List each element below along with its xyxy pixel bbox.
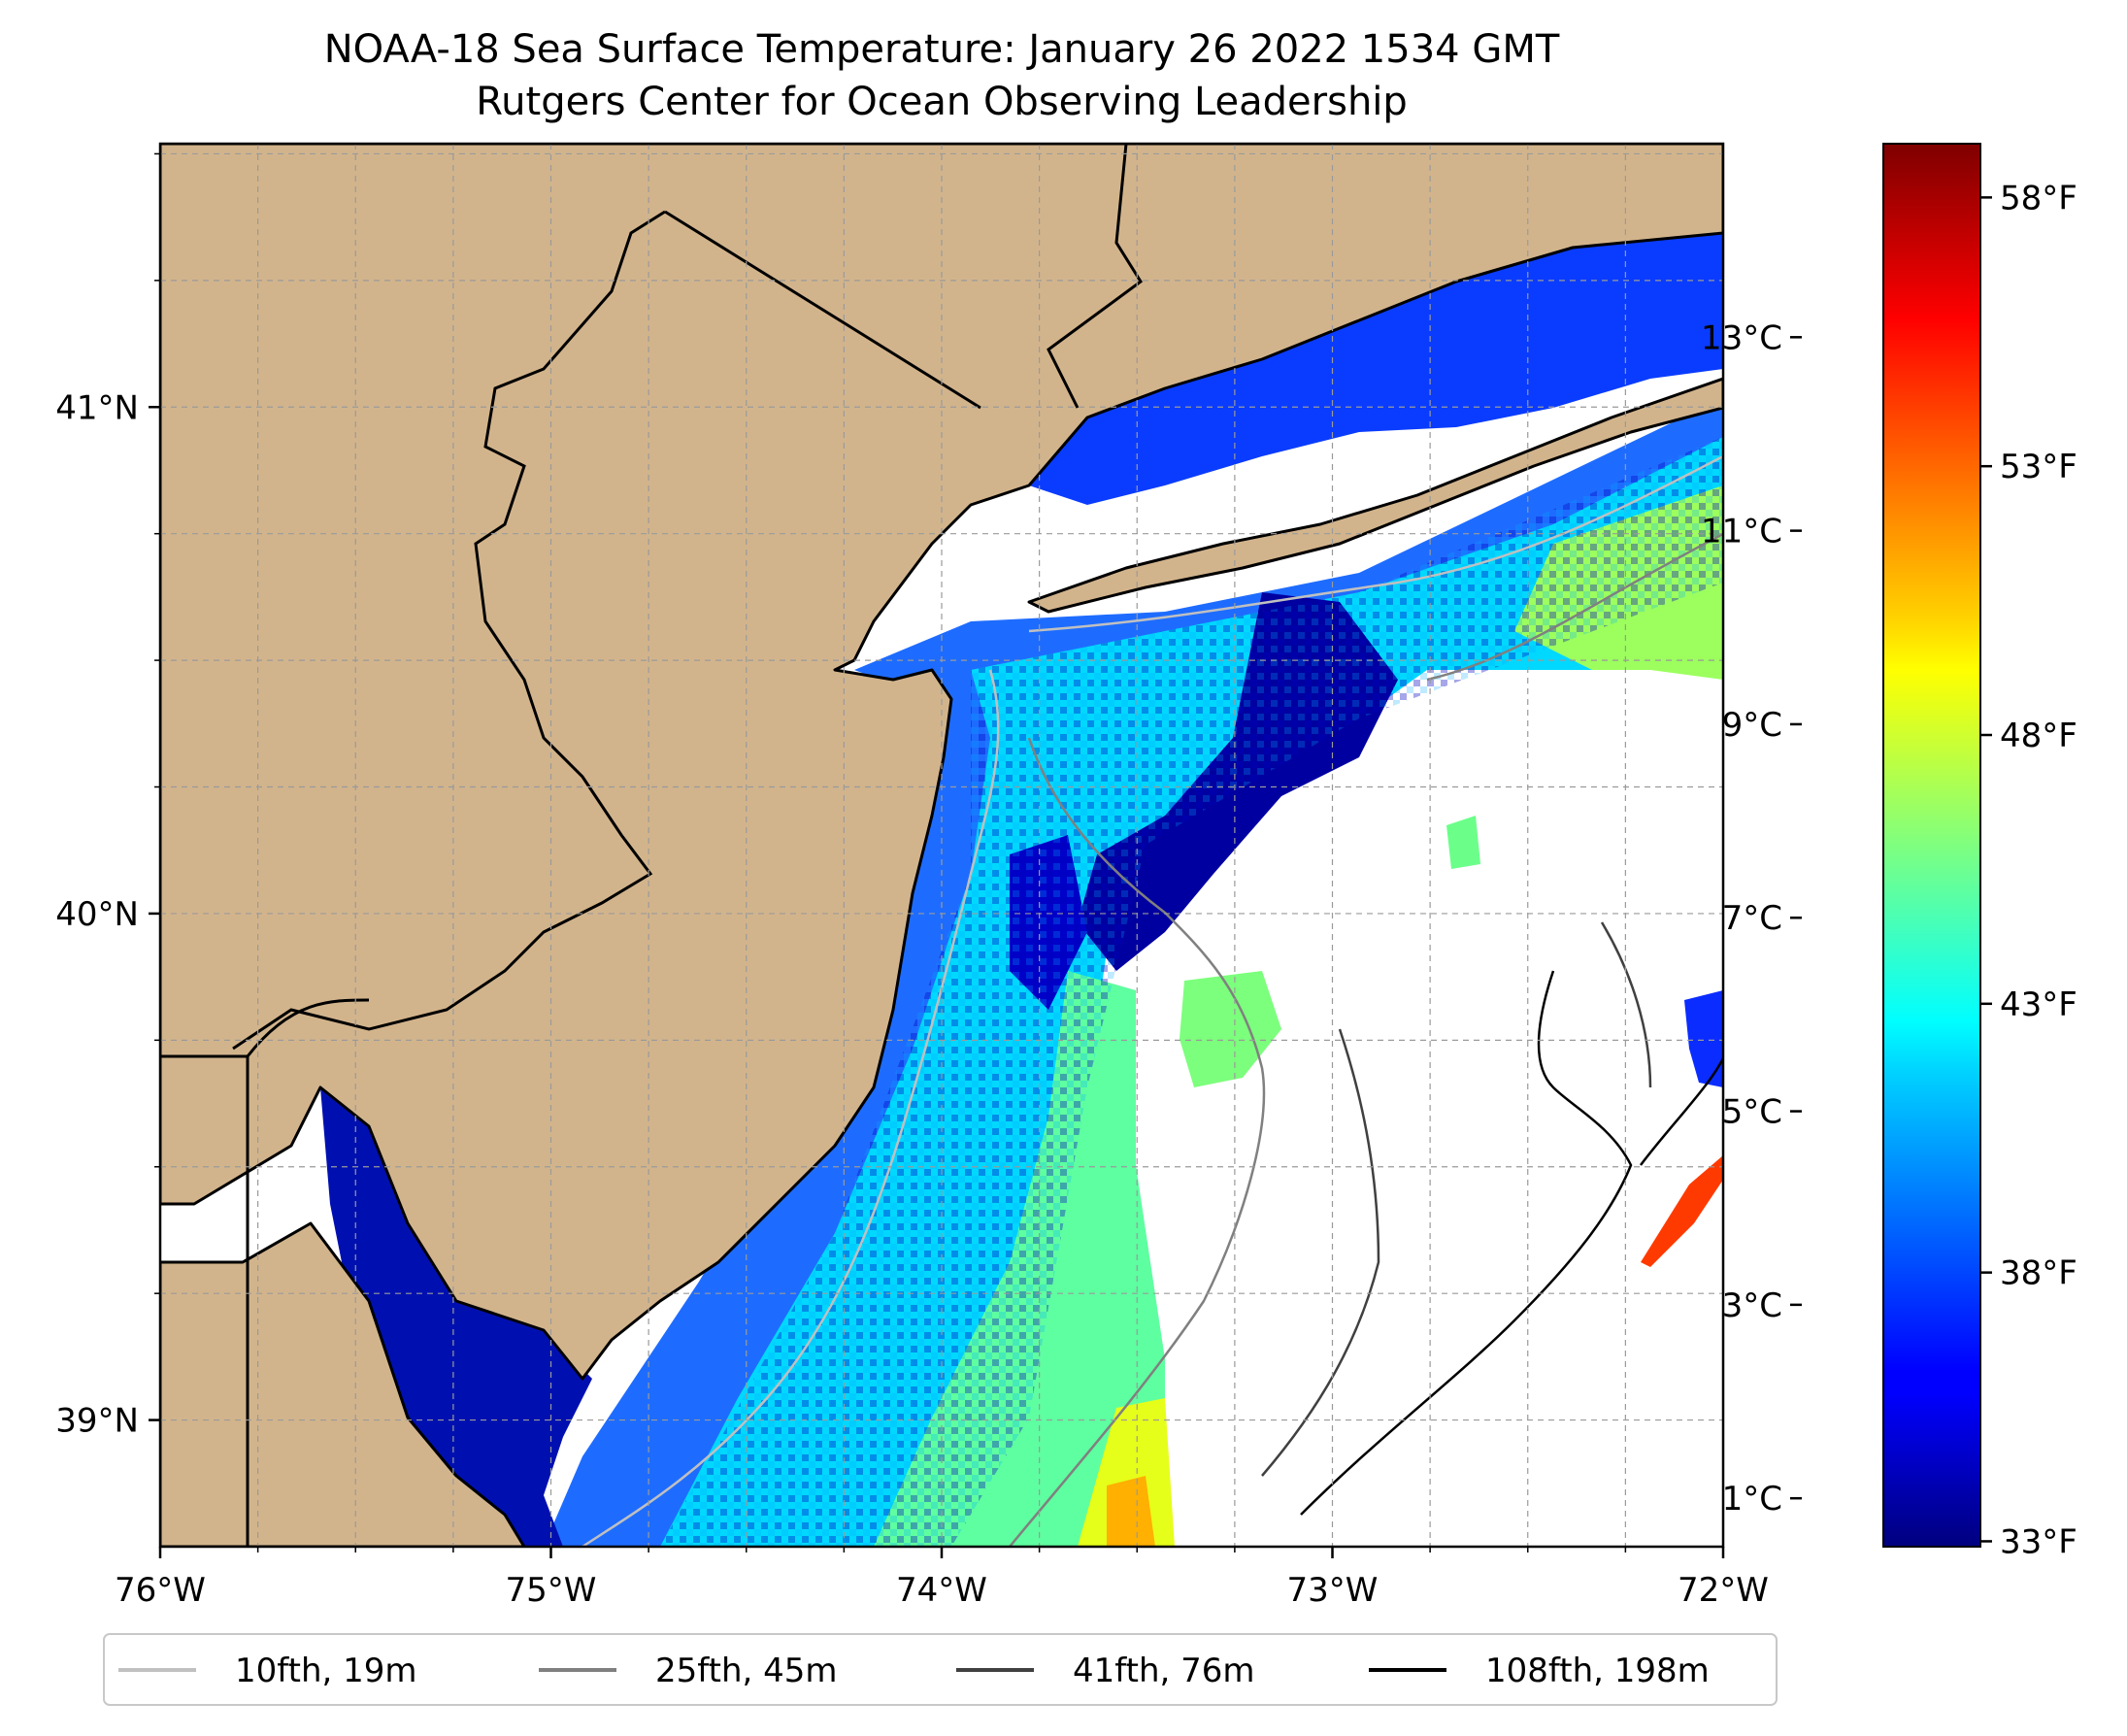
contour-41fth — [1261, 921, 1652, 1477]
celsius-tick-label: 9°C — [1722, 706, 1782, 745]
x-axis: 76°W 75°W 74°W 73°W 72°W — [115, 1547, 1769, 1610]
sst-yellow-outer — [1078, 1398, 1175, 1547]
sst-long-island-sound — [1029, 233, 1723, 505]
sst-east-blue-patch — [1684, 990, 1723, 1087]
fahrenheit-tick-label: 38°F — [2000, 1254, 2077, 1293]
legend-entry: 25fth, 45m — [539, 1652, 838, 1690]
sst-field — [320, 233, 1723, 1547]
contour-25fth — [1009, 532, 1723, 1547]
map-panel — [160, 144, 1723, 1547]
x-tick-label: 72°W — [1678, 1571, 1769, 1610]
fahrenheit-tick-label: 53°F — [2000, 448, 2077, 486]
colorbar-gradient — [1882, 143, 1981, 1548]
land-delmarva — [160, 1221, 526, 1547]
celsius-tick-label: 13°C — [1701, 318, 1782, 357]
map-title-line1: NOAA-18 Sea Surface Temperature: January… — [324, 27, 1560, 72]
fahrenheit-tick-label: 48°F — [2000, 717, 2077, 755]
sst-delaware-bay — [320, 1087, 592, 1547]
sst-east-green-patch — [1446, 816, 1480, 869]
contour-10fth — [582, 454, 1723, 1547]
sst-warm-patch — [1641, 1155, 1723, 1267]
legend-entries: 10fth, 19m 25fth, 45m 41fth, 76m 108fth, 19… — [118, 1652, 1710, 1690]
legend: 10fth, 19m 25fth, 45m 41fth, 76m 108fth, 19… — [103, 1633, 1778, 1706]
x-tick-label: 74°W — [896, 1571, 987, 1610]
land-long-island — [1027, 377, 1723, 614]
legend-label: 108fth, 198m — [1485, 1652, 1710, 1690]
sst-speckle — [660, 437, 1723, 1547]
legend-entry: 108fth, 198m — [1369, 1652, 1710, 1690]
border-pa-ny — [664, 210, 981, 410]
legend-frame — [103, 1633, 1778, 1706]
celsius-tick-label: 7°C — [1722, 899, 1782, 938]
fahrenheit-tick-label: 58°F — [2000, 179, 2077, 217]
celsius-tick-label: 1°C — [1722, 1480, 1782, 1519]
bathymetry-contours — [582, 454, 1723, 1547]
map-title-line2: Rutgers Center for Ocean Observing Leade… — [476, 80, 1408, 124]
y-tick-label: 41°N — [55, 388, 139, 427]
fahrenheit-tick-label: 33°F — [2000, 1522, 2077, 1561]
colorbar-celsius-axis: 1°C 3°C 5°C 7°C 9°C 11°C 13°C — [1701, 318, 1802, 1519]
legend-label: 41fth, 76m — [1073, 1652, 1255, 1690]
y-axis: 41°N 40°N 39°N — [55, 152, 160, 1441]
legend-entry: 41fth, 76m — [956, 1652, 1255, 1690]
y-tick-label: 40°N — [55, 895, 139, 934]
legend-label: 25fth, 45m — [655, 1652, 838, 1690]
colorbar: 1°C 3°C 5°C 7°C 9°C 11°C 13°C 33°F 38°F 43°F 48°F… — [1701, 143, 2077, 1561]
sst-midshelf-greenblob — [1180, 971, 1281, 1087]
border-nj-pa — [232, 210, 666, 1051]
sst-orange-patch — [1107, 1476, 1155, 1547]
map-gridlines — [160, 144, 1723, 1547]
border-ny-ct — [1047, 144, 1144, 409]
y-tick-label: 39°N — [55, 1402, 139, 1441]
legend-entry: 10fth, 19m — [118, 1652, 417, 1690]
celsius-tick-label: 3°C — [1722, 1286, 1782, 1325]
fahrenheit-tick-label: 43°F — [2000, 985, 2077, 1024]
x-tick-label: 73°W — [1287, 1571, 1379, 1610]
celsius-tick-label: 5°C — [1722, 1093, 1782, 1132]
colorbar-fahrenheit-axis: 33°F 38°F 43°F 48°F 53°F 58°F — [1980, 179, 2077, 1561]
legend-label: 10fth, 19m — [235, 1652, 417, 1690]
x-tick-label: 75°W — [506, 1571, 597, 1610]
land-masses — [160, 144, 1723, 1547]
celsius-tick-label: 11°C — [1701, 513, 1782, 551]
contour-108fth — [1300, 970, 1723, 1516]
x-tick-label: 76°W — [115, 1571, 206, 1610]
land-mainland — [160, 144, 1723, 1381]
